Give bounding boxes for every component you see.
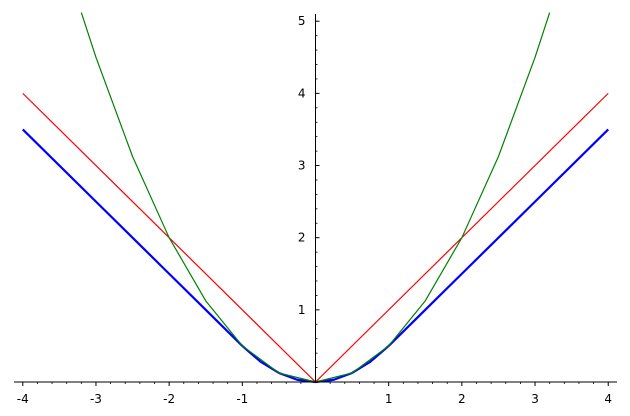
x-tick-label: -4: [17, 392, 29, 406]
x-tick-label: -2: [163, 392, 175, 406]
x-tick-label: -1: [236, 392, 248, 406]
x-tick-label: 1: [385, 392, 393, 406]
x-tick-label: -3: [90, 392, 102, 406]
x-tick-label: 3: [531, 392, 539, 406]
x-tick-label: 4: [604, 392, 612, 406]
y-tick-label: 1: [298, 303, 306, 317]
y-tick-label: 3: [298, 159, 306, 173]
y-tick-label: 2: [298, 231, 306, 245]
axes: -4 -3 -2 -1 1 2 3 4 1 2 3 4 5: [14, 14, 617, 406]
y-tick-label: 4: [298, 86, 306, 100]
x-tick-label: 2: [458, 392, 466, 406]
y-tick-label: 5: [298, 14, 306, 28]
